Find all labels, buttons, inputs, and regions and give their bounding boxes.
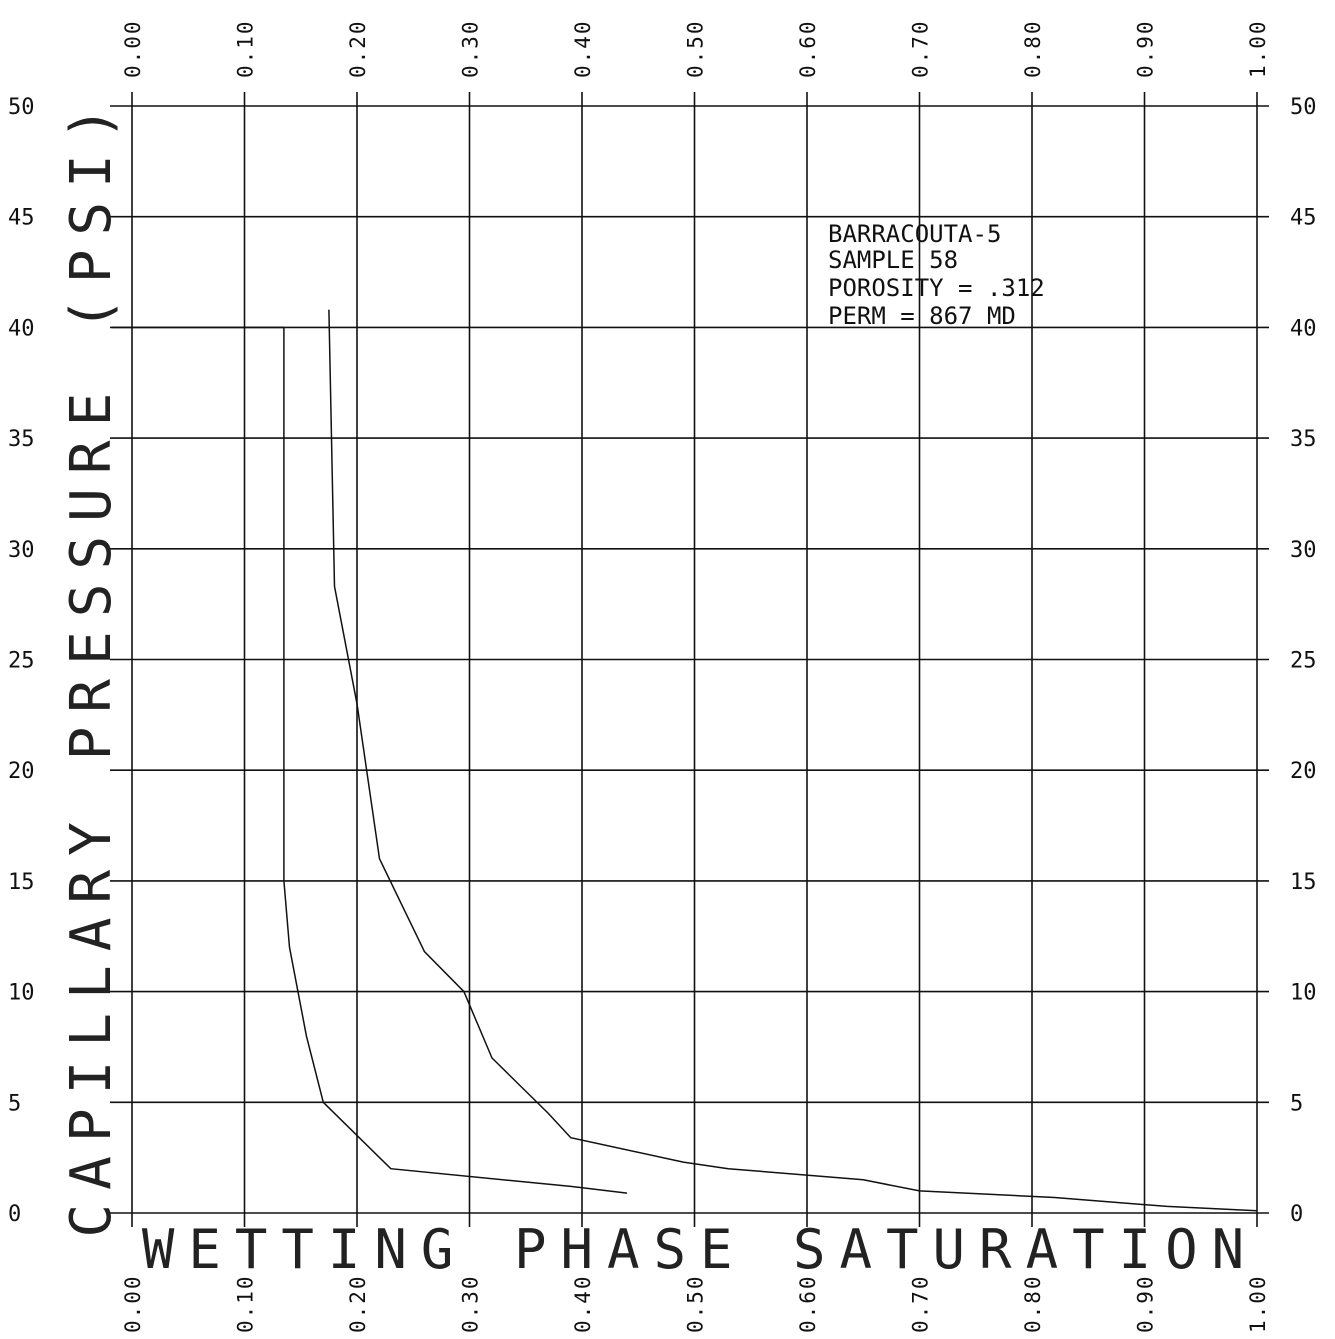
y-tick-label-right: 20	[1290, 759, 1317, 784]
y-tick-label-left: 10	[8, 981, 35, 1006]
y-tick-label-left: 5	[8, 1091, 21, 1116]
sample-annotation: BARRACOUTA-5 SAMPLE 58 POROSITY = .312 P…	[828, 220, 1045, 330]
y-tick-label-left: 25	[8, 649, 35, 674]
series-line-2	[328, 309, 1258, 1212]
x-tick-label-bottom: 1.00	[1246, 1274, 1270, 1333]
annotation-well: BARRACOUTA-5	[828, 220, 1001, 248]
annotation-porosity: POROSITY = .312	[828, 274, 1045, 302]
x-tick-label-top: 1.00	[1246, 19, 1270, 78]
y-tick-label-left: 30	[8, 538, 35, 563]
y-tick-label-right: 50	[1290, 95, 1317, 120]
y-tick-label-right: 0	[1290, 1202, 1303, 1227]
y-axis-label: CAPILLARY PRESSURE (PSI)	[59, 92, 124, 1237]
x-tick-label-bottom: 0.20	[346, 1274, 370, 1333]
series-curves	[283, 309, 1258, 1212]
x-axis-label: WETTING PHASE SATURATION	[142, 1218, 1258, 1281]
y-tick-label-left: 15	[8, 870, 35, 895]
y-tick-label-left: 50	[8, 95, 35, 120]
y-tick-label-left: 35	[8, 427, 35, 452]
x-tick-label-top: 0.70	[909, 19, 933, 78]
y-tick-label-right: 35	[1290, 427, 1317, 452]
y-tick-label-left: 40	[8, 316, 35, 341]
x-tick-label-bottom: 0.30	[459, 1274, 483, 1333]
annotation-sample: SAMPLE 58	[828, 246, 958, 274]
y-tick-label-left: 45	[8, 206, 35, 231]
tick-labels: 0.00 0.00 0.10 0.10 0.20 0.20 0.30 0.30 0.40 0.40…	[8, 19, 1317, 1333]
x-tick-label-bottom: 0.40	[571, 1274, 595, 1333]
x-tick-label-bottom: 0.50	[684, 1274, 708, 1333]
x-tick-label-bottom: 0.10	[234, 1274, 258, 1333]
y-tick-label-right: 45	[1290, 206, 1317, 231]
y-tick-label-right: 15	[1290, 870, 1317, 895]
x-tick-label-bottom: 0.70	[909, 1274, 933, 1333]
x-tick-label-top: 0.80	[1021, 19, 1045, 78]
x-tick-label-top: 0.90	[1134, 19, 1158, 78]
x-tick-label-top: 0.00	[121, 19, 145, 78]
series-line-1	[283, 327, 628, 1194]
y-tick-label-right: 5	[1290, 1091, 1303, 1116]
x-tick-label-top: 0.50	[684, 19, 708, 78]
x-tick-label-top: 0.40	[571, 19, 595, 78]
y-tick-label-right: 40	[1290, 316, 1317, 341]
x-tick-label-top: 0.30	[459, 19, 483, 78]
x-tick-label-bottom: 0.60	[796, 1274, 820, 1333]
grid-lines	[110, 92, 1269, 1227]
y-tick-label-left: 20	[8, 759, 35, 784]
annotation-perm: PERM = 867 MD	[828, 302, 1016, 330]
y-tick-label-right: 10	[1290, 981, 1317, 1006]
x-tick-label-bottom: 0.00	[121, 1274, 145, 1333]
x-tick-label-bottom: 0.90	[1134, 1274, 1158, 1333]
y-tick-label-right: 30	[1290, 538, 1317, 563]
x-tick-label-top: 0.20	[346, 19, 370, 78]
x-tick-label-top: 0.10	[234, 19, 258, 78]
x-tick-label-top: 0.60	[796, 19, 820, 78]
y-tick-label-left: 0	[8, 1202, 21, 1227]
x-tick-label-bottom: 0.80	[1021, 1274, 1045, 1333]
y-tick-label-right: 25	[1290, 649, 1317, 674]
